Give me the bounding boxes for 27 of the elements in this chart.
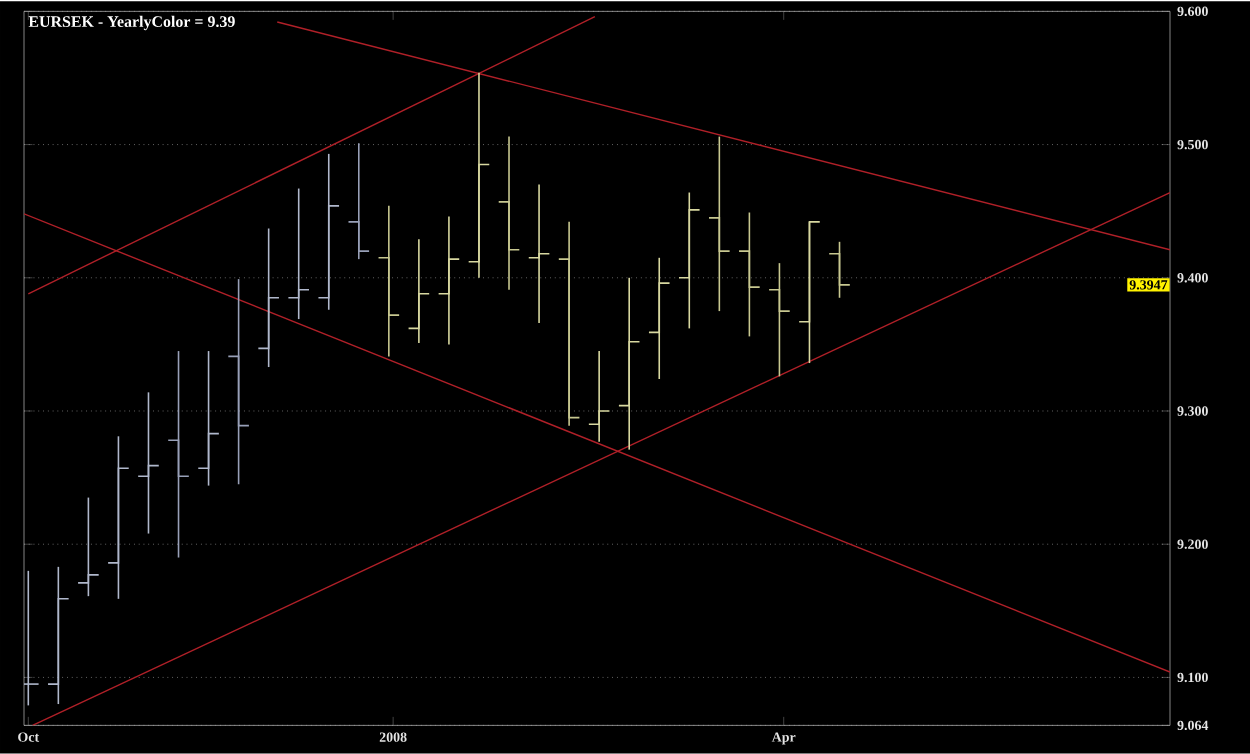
candlestick	[227, 278, 250, 486]
candlestick	[197, 350, 220, 487]
candlestick	[377, 205, 400, 358]
candlestick	[287, 188, 310, 321]
candlestick	[798, 221, 821, 365]
candlestick	[257, 228, 280, 369]
candlestick	[527, 184, 551, 325]
candlestick	[768, 262, 791, 378]
candlestick	[77, 497, 100, 598]
candlestick	[47, 566, 70, 706]
candlestick	[347, 142, 370, 261]
candlestick	[107, 435, 130, 600]
candlestick	[678, 192, 701, 330]
candlestick	[407, 238, 430, 345]
candlestick	[137, 391, 160, 535]
candlestick	[708, 136, 731, 313]
candlestick	[497, 136, 521, 291]
candlestick	[738, 212, 761, 338]
candlestick	[558, 221, 581, 427]
candlestick	[167, 350, 190, 559]
candlestick	[648, 257, 671, 381]
candlestick	[317, 153, 340, 311]
candlestick	[828, 241, 851, 299]
candlestick	[467, 72, 491, 279]
candlestick	[618, 277, 641, 451]
candlestick	[588, 350, 611, 443]
candlestick	[437, 216, 461, 346]
